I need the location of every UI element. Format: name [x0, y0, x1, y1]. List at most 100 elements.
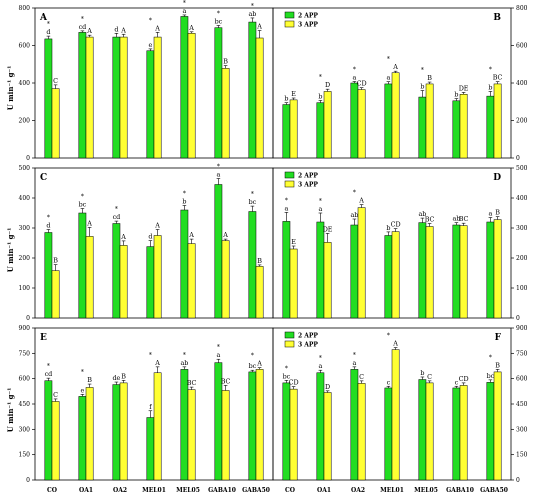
- bar-2app: [282, 221, 291, 319]
- significance-star: *: [489, 354, 492, 361]
- bar-3app: [153, 372, 162, 481]
- y-tick-label: 450: [516, 401, 528, 408]
- significance-letter: a: [352, 74, 356, 82]
- legend-swatch: [284, 180, 295, 188]
- bar-2app: [112, 384, 121, 481]
- bar-2app: [112, 36, 121, 159]
- panel-label: A: [39, 13, 48, 23]
- bar-3app: [85, 387, 94, 481]
- significance-letter: b: [386, 224, 390, 232]
- bar-2app: [418, 222, 427, 319]
- legend-entry: 3 APP: [298, 342, 318, 349]
- bar-3app: [425, 226, 434, 319]
- bar-2app: [350, 82, 359, 159]
- bar-3app: [323, 91, 332, 159]
- category-label: OA1: [317, 487, 331, 494]
- category-label: GABA50: [480, 487, 508, 494]
- significance-letter: a: [352, 359, 356, 367]
- significance-letter: a: [182, 7, 186, 15]
- y-tick-label: 500: [19, 165, 31, 172]
- significance-letter: e: [149, 41, 153, 49]
- significance-star: *: [81, 16, 84, 23]
- y-axis-label-middle: U min⁻¹ g⁻¹: [6, 228, 15, 273]
- category-label: CO: [47, 487, 57, 494]
- significance-letter: d: [46, 28, 50, 36]
- bar-2app: [384, 83, 393, 159]
- significance-letter: CD: [459, 375, 469, 383]
- bar-3app: [391, 72, 400, 159]
- bar-2app: [384, 235, 393, 319]
- significance-letter: A: [154, 359, 160, 367]
- significance-star: *: [319, 198, 322, 205]
- significance-letter: e: [81, 386, 85, 394]
- significance-star: *: [251, 3, 254, 10]
- category-label: GABA10: [446, 487, 474, 494]
- y-tick-label: 750: [19, 350, 31, 357]
- significance-letter: A: [256, 23, 262, 31]
- bar-2app: [316, 102, 325, 159]
- bar-3app: [85, 36, 94, 159]
- bar-3app: [119, 245, 128, 319]
- bar-3app: [289, 388, 298, 481]
- legend-entry: 3 APP: [298, 182, 318, 189]
- y-axis-label-top: U min⁻¹ g⁻¹: [6, 66, 15, 111]
- significance-letter: DE: [459, 84, 469, 92]
- bar-3app: [221, 240, 230, 319]
- significance-letter: A: [222, 231, 228, 239]
- legend-entry: 2 APP: [298, 173, 318, 180]
- significance-letter: a: [216, 351, 220, 359]
- bar-2app: [452, 224, 461, 319]
- significance-star: *: [47, 21, 50, 28]
- significance-star: *: [47, 215, 50, 222]
- y-tick-label: 400: [19, 195, 31, 202]
- legend-swatch: [284, 331, 295, 339]
- y-tick-label: 300: [516, 426, 528, 433]
- significance-letter: bc: [283, 372, 291, 380]
- bar-3app: [323, 242, 332, 319]
- significance-letter: A: [120, 26, 126, 34]
- significance-letter: BC: [221, 377, 231, 385]
- bar-2app: [214, 184, 223, 319]
- significance-letter: B: [427, 74, 432, 82]
- significance-letter: cd: [79, 23, 87, 31]
- y-tick-label: 0: [516, 155, 520, 162]
- significance-letter: d: [114, 25, 118, 33]
- bar-2app: [180, 209, 189, 319]
- significance-letter: d: [46, 222, 50, 230]
- y-tick-label: 800: [516, 5, 528, 12]
- bar-3app: [119, 36, 128, 159]
- y-tick-label: 800: [19, 5, 31, 12]
- significance-star: *: [81, 369, 84, 376]
- significance-star: *: [183, 191, 186, 198]
- bar-2app: [146, 417, 155, 481]
- significance-star: *: [319, 355, 322, 362]
- bar-3app: [493, 219, 502, 319]
- bar-3app: [221, 390, 230, 481]
- y-tick-label: 300: [19, 426, 31, 433]
- significance-letter: b: [318, 92, 322, 100]
- significance-letter: B: [53, 257, 58, 265]
- legend-entry: 2 APP: [298, 13, 318, 20]
- legend-entry: 3 APP: [298, 22, 318, 29]
- significance-letter: A: [358, 197, 364, 205]
- bar-3app: [289, 248, 298, 319]
- significance-letter: b: [420, 369, 424, 377]
- significance-star: *: [183, 352, 186, 359]
- legend-swatch: [284, 340, 295, 348]
- significance-letter: a: [216, 171, 220, 179]
- significance-star: *: [353, 67, 356, 74]
- significance-letter: ab: [248, 10, 256, 18]
- significance-letter: b: [284, 95, 288, 103]
- y-axis-labels: U min⁻¹ g⁻¹ U min⁻¹ g⁻¹ U min⁻¹ g⁻¹: [6, 66, 15, 433]
- y-axis-label-bottom: U min⁻¹ g⁻¹: [6, 388, 15, 433]
- significance-letter: b: [182, 198, 186, 206]
- significance-star: *: [217, 344, 220, 351]
- y-tick-label: 600: [19, 43, 31, 50]
- bar-3app: [323, 392, 332, 481]
- panel-label: E: [40, 333, 47, 343]
- bar-3app: [119, 382, 128, 481]
- bar-2app: [282, 382, 291, 481]
- bar-2app: [78, 396, 87, 481]
- bar-3app: [221, 68, 230, 159]
